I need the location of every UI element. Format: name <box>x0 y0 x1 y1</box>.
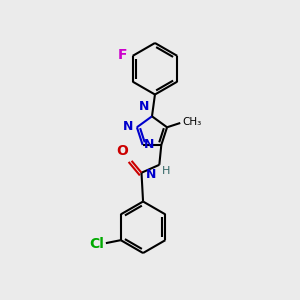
Text: F: F <box>118 48 128 62</box>
Text: CH₃: CH₃ <box>182 117 202 127</box>
Text: N: N <box>146 168 156 181</box>
Text: N: N <box>139 100 149 113</box>
Text: N: N <box>144 137 154 151</box>
Text: H: H <box>162 166 171 176</box>
Text: N: N <box>123 120 133 133</box>
Text: O: O <box>117 144 129 158</box>
Text: Cl: Cl <box>89 237 104 251</box>
